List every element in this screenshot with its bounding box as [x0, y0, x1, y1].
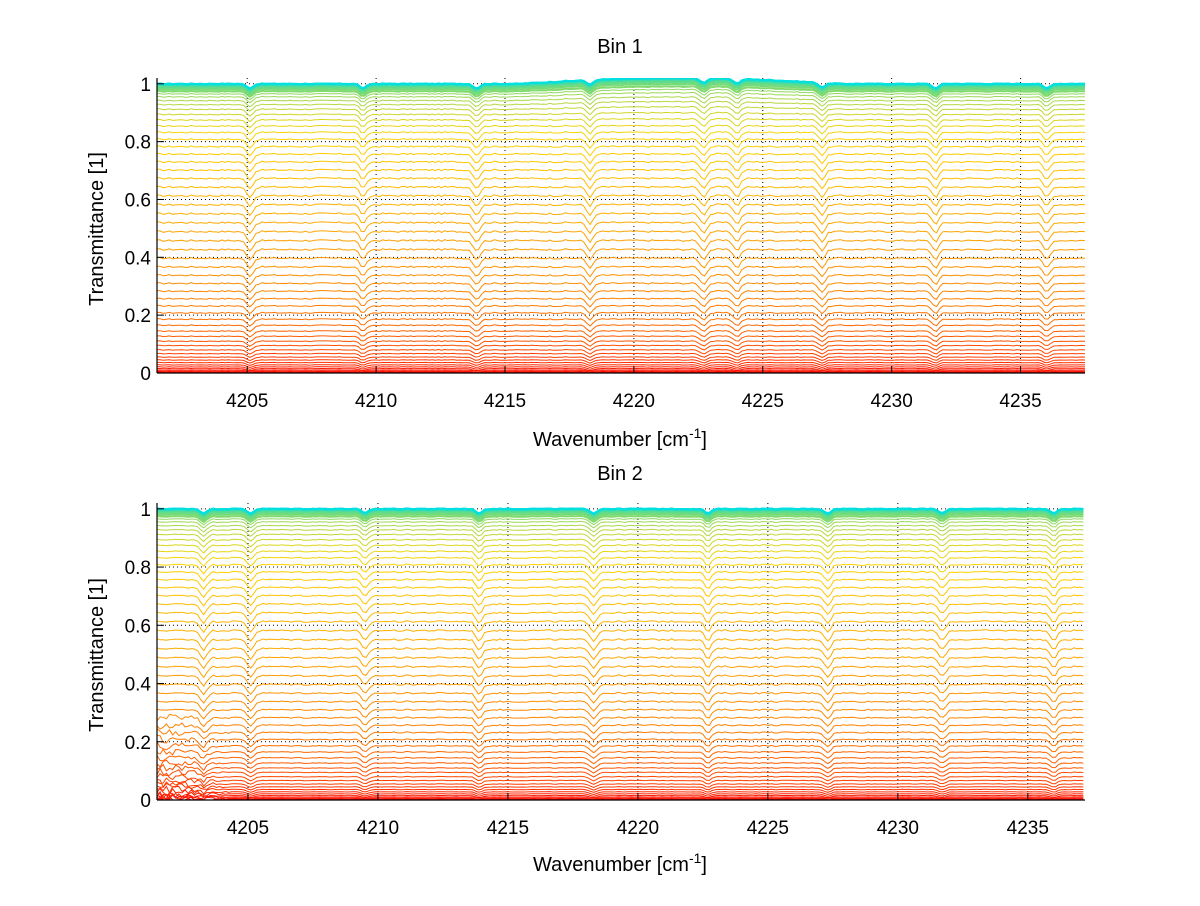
- y-tick-label: 0.4: [125, 248, 152, 269]
- series-line: [157, 765, 1083, 775]
- x-tick-label: 4220: [613, 391, 655, 412]
- x-axis-label: Wavenumber [cm-1]: [533, 850, 707, 876]
- series-line: [157, 551, 1083, 560]
- y-tick-label: 1: [140, 75, 151, 96]
- x-tick-label: 4225: [742, 391, 784, 412]
- x-axis-label: Wavenumber [cm-1]: [533, 425, 707, 451]
- series-line: [157, 539, 1083, 547]
- chart-title: Bin 2: [597, 463, 643, 485]
- y-tick-label: 0.8: [125, 133, 151, 154]
- series-group: [157, 508, 1083, 800]
- y-tick-label: 1: [140, 500, 151, 521]
- x-tick-label: 4230: [871, 391, 913, 412]
- y-tick-label: 0.2: [125, 733, 151, 754]
- plot-area: 4205 4210 4215 4220 4225 4230 4235 0 0.2 0.4 0.6 0.…: [125, 500, 1085, 839]
- grid: [157, 78, 1085, 373]
- x-tick-label: 4205: [227, 818, 269, 839]
- series-line: [157, 345, 1085, 350]
- chart-title: Bin 1: [597, 36, 643, 58]
- x-tick-label: 4215: [487, 818, 529, 839]
- x-tick-label: 4230: [877, 818, 919, 839]
- x-tick-label: 4225: [747, 818, 789, 839]
- series-line: [157, 370, 1085, 371]
- series-line: [157, 534, 1083, 542]
- plot-frame: [157, 78, 1085, 373]
- series-line: [157, 786, 1083, 794]
- y-axis-label: Transmittance [1]: [86, 578, 108, 732]
- x-tick-label: 4235: [999, 391, 1041, 412]
- series-line: [157, 768, 1083, 777]
- y-tick-label: 0.2: [125, 306, 151, 327]
- series-group: [157, 78, 1085, 373]
- chart-bin-1: Bin 1 4205 4210 4215 4220 4225 4230 4235 0 0.2 0.…: [86, 36, 1085, 451]
- x-tick-label: 4205: [226, 391, 268, 412]
- x-tick-label: 4220: [617, 818, 659, 839]
- x-tick-label: 4235: [1007, 818, 1049, 839]
- series-line: [157, 371, 1085, 372]
- y-tick-label: 0: [140, 791, 151, 812]
- x-tick-label: 4215: [484, 391, 526, 412]
- y-tick-label: 0.6: [125, 190, 151, 211]
- y-tick-label: 0: [140, 364, 151, 385]
- chart-bin-2: Bin 2 4205 4210 4215 4220 4225 4230 4235 0 0.2 0.…: [86, 463, 1085, 876]
- series-line: [157, 742, 1083, 753]
- x-tick-label: 4210: [357, 818, 399, 839]
- y-tick-label: 0.4: [125, 675, 152, 696]
- plot-area: 4205 4210 4215 4220 4225 4230 4235 0 0.2 0.4 0.6 0.…: [125, 75, 1085, 412]
- y-tick-label: 0.6: [125, 616, 151, 637]
- x-tick-label: 4210: [355, 391, 397, 412]
- y-tick-label: 0.8: [125, 558, 151, 579]
- series-line: [157, 545, 1083, 553]
- y-axis-label: Transmittance [1]: [86, 152, 108, 306]
